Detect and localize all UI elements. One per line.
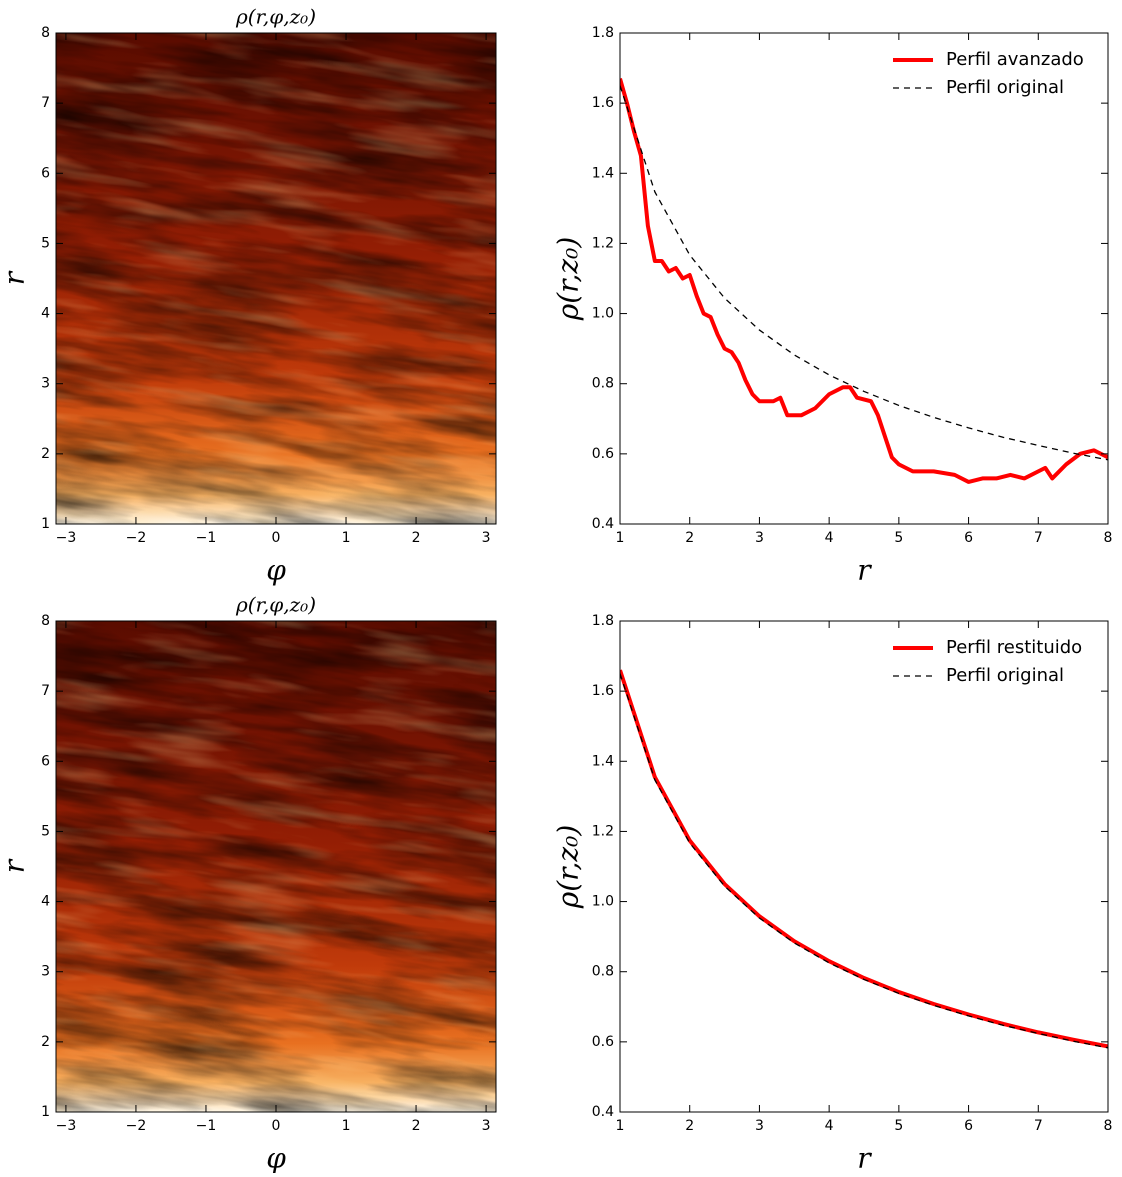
x-tick-label: 7 bbox=[1034, 1118, 1043, 1134]
x-axis-label: φ bbox=[266, 1142, 286, 1174]
plot-area bbox=[620, 669, 1108, 1049]
x-tick-label: 3 bbox=[755, 530, 764, 546]
x-tick-label: 2 bbox=[685, 530, 694, 546]
y-tick-label: 3 bbox=[41, 376, 50, 392]
x-tick-label: −2 bbox=[126, 1118, 147, 1134]
x-tick-label: 1 bbox=[616, 530, 625, 546]
y-tick-label: 7 bbox=[41, 683, 50, 699]
heatmap-highlights bbox=[56, 621, 496, 1112]
legend-label: Perfil original bbox=[946, 665, 1064, 686]
plot-frame bbox=[619, 620, 1109, 1113]
y-tick-label: 8 bbox=[41, 25, 50, 41]
x-tick-label: 6 bbox=[964, 1118, 973, 1134]
plot-area bbox=[620, 78, 1108, 484]
x-tick-label: 7 bbox=[1034, 530, 1043, 546]
data-line bbox=[620, 673, 1108, 1049]
y-tick-label: 1.4 bbox=[592, 753, 614, 769]
y-tick-label: 4 bbox=[41, 306, 50, 322]
x-tick-label: 5 bbox=[894, 530, 903, 546]
y-tick-label: 6 bbox=[41, 753, 50, 769]
y-tick-label: 1 bbox=[41, 516, 50, 532]
x-tick-label: −3 bbox=[56, 1118, 77, 1134]
x-axis-label: φ bbox=[266, 554, 286, 587]
y-tick-label: 0.8 bbox=[592, 376, 614, 392]
heatmap-texture bbox=[56, 621, 496, 1112]
y-tick-label: 0.4 bbox=[592, 1104, 614, 1120]
y-tick-label: 5 bbox=[41, 823, 50, 839]
heatmap-highlights bbox=[56, 33, 496, 524]
plot-frame bbox=[619, 32, 1109, 525]
x-tick-label: 4 bbox=[825, 530, 834, 546]
y-axis-label: r bbox=[0, 270, 31, 285]
y-tick-label: 6 bbox=[41, 165, 50, 181]
y-tick-label: 1.8 bbox=[592, 25, 614, 41]
x-tick-label: 4 bbox=[825, 1118, 834, 1134]
y-tick-label: 2 bbox=[41, 1034, 50, 1050]
y-tick-label: 1.2 bbox=[592, 235, 614, 251]
x-tick-label: 5 bbox=[894, 1118, 903, 1134]
data-line bbox=[620, 85, 1108, 461]
heatmap-texture bbox=[56, 33, 496, 524]
y-tick-label: 1 bbox=[41, 1104, 50, 1120]
x-tick-label: −1 bbox=[196, 530, 217, 546]
y-tick-label: 0.8 bbox=[592, 964, 614, 980]
y-tick-label: 0.6 bbox=[592, 446, 614, 462]
x-axis-label: r bbox=[857, 1142, 872, 1174]
x-tick-label: −3 bbox=[56, 530, 77, 546]
data-line bbox=[620, 669, 1108, 1049]
x-tick-label: 2 bbox=[412, 530, 421, 546]
legend-label: Perfil avanzado bbox=[946, 49, 1084, 70]
x-tick-label: 1 bbox=[342, 530, 351, 546]
chart-title: ρ(r,φ,z₀) bbox=[235, 5, 316, 29]
y-axis-label: r bbox=[0, 858, 31, 873]
x-tick-label: 8 bbox=[1104, 530, 1113, 546]
data-line bbox=[620, 78, 1108, 484]
y-tick-label: 1.2 bbox=[592, 823, 614, 839]
x-tick-label: 1 bbox=[616, 1118, 625, 1134]
y-tick-label: 0.4 bbox=[592, 516, 614, 532]
x-tick-label: 2 bbox=[412, 1118, 421, 1134]
y-tick-label: 2 bbox=[41, 446, 50, 462]
y-tick-label: 3 bbox=[41, 964, 50, 980]
chart-title: ρ(r,φ,z₀) bbox=[235, 593, 316, 617]
heatmap-overlay bbox=[56, 33, 496, 524]
x-tick-label: −1 bbox=[196, 1118, 217, 1134]
y-axis-label: ρ(r,z₀) bbox=[552, 825, 585, 910]
y-tick-label: 8 bbox=[41, 613, 50, 629]
y-tick-label: 1.0 bbox=[592, 894, 614, 910]
x-tick-label: 6 bbox=[964, 530, 973, 546]
y-axis-label: ρ(r,z₀) bbox=[552, 237, 585, 322]
y-tick-label: 5 bbox=[41, 235, 50, 251]
y-tick-label: 1.4 bbox=[592, 165, 614, 181]
y-tick-label: 1.8 bbox=[592, 613, 614, 629]
y-tick-label: 1.6 bbox=[592, 95, 614, 111]
x-tick-label: 8 bbox=[1104, 1118, 1113, 1134]
y-tick-label: 1.6 bbox=[592, 683, 614, 699]
x-tick-label: −2 bbox=[126, 530, 147, 546]
x-tick-label: 1 bbox=[342, 1118, 351, 1134]
x-tick-label: 3 bbox=[482, 530, 491, 546]
legend-label: Perfil original bbox=[946, 77, 1064, 98]
y-tick-label: 0.6 bbox=[592, 1034, 614, 1050]
heatmap-overlay bbox=[56, 621, 496, 1112]
x-tick-label: 0 bbox=[272, 1118, 281, 1134]
x-tick-label: 0 bbox=[272, 530, 281, 546]
x-tick-label: 3 bbox=[482, 1118, 491, 1134]
y-tick-label: 7 bbox=[41, 95, 50, 111]
y-tick-label: 1.0 bbox=[592, 306, 614, 322]
x-tick-label: 3 bbox=[755, 1118, 764, 1134]
x-tick-label: 2 bbox=[685, 1118, 694, 1134]
y-tick-label: 4 bbox=[41, 894, 50, 910]
x-axis-label: r bbox=[857, 554, 872, 587]
legend-label: Perfil restituido bbox=[946, 637, 1082, 658]
